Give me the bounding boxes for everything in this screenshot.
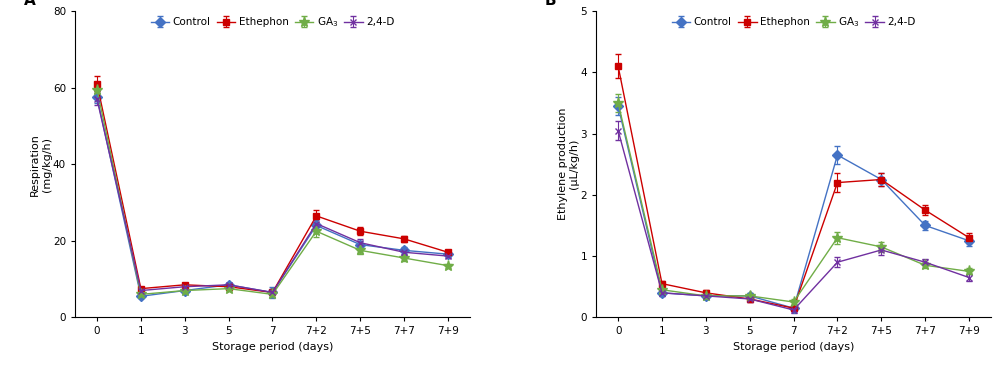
Text: A: A xyxy=(24,0,35,8)
X-axis label: Storage period (days): Storage period (days) xyxy=(212,342,333,352)
Text: B: B xyxy=(545,0,557,8)
Legend: Control, Ethephon, GA$_3$, 2,4-D: Control, Ethephon, GA$_3$, 2,4-D xyxy=(670,13,918,31)
X-axis label: Storage period (days): Storage period (days) xyxy=(733,342,854,352)
Legend: Control, Ethephon, GA$_3$, 2,4-D: Control, Ethephon, GA$_3$, 2,4-D xyxy=(148,13,396,31)
Y-axis label: Respiration
(mg/kg/h): Respiration (mg/kg/h) xyxy=(30,133,51,196)
Y-axis label: Ethylene production
(μL/kg/h): Ethylene production (μL/kg/h) xyxy=(558,108,580,220)
